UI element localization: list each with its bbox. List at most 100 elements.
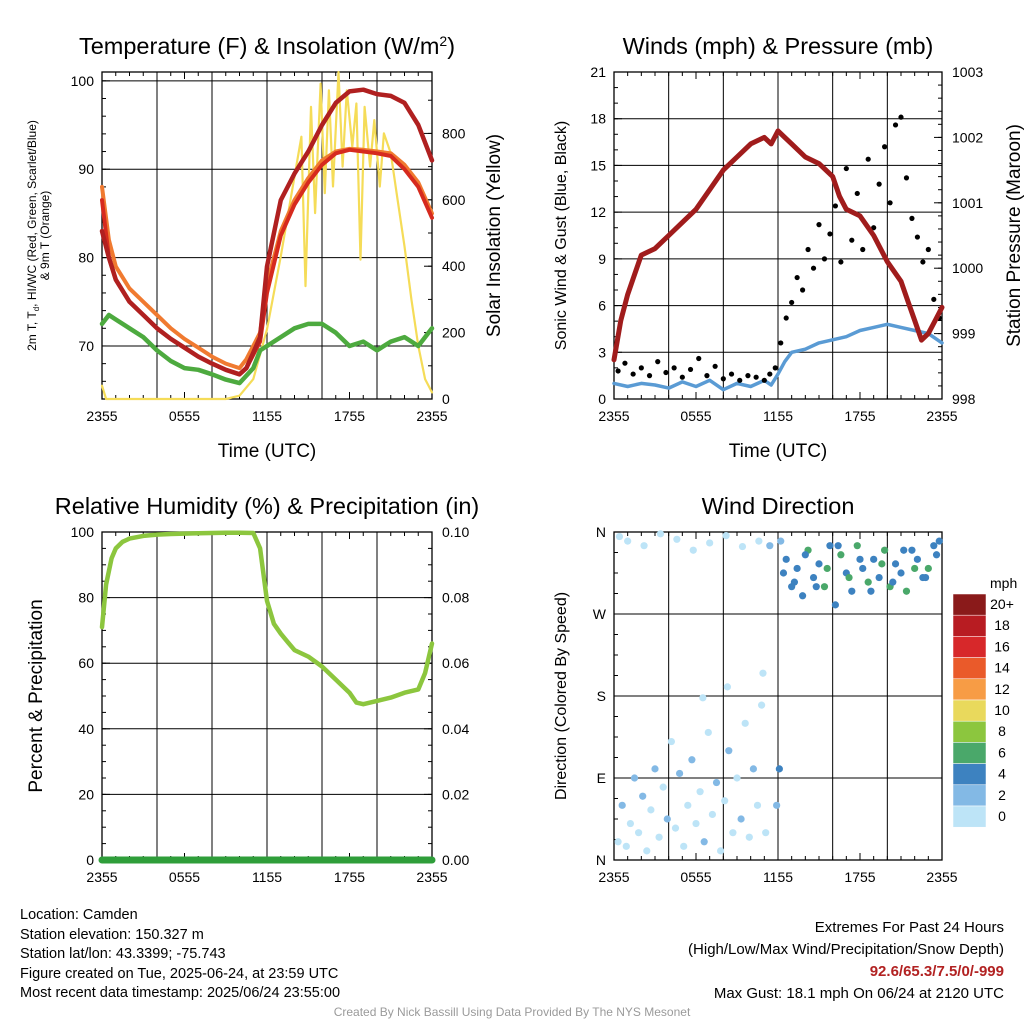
gust-point bbox=[778, 340, 784, 346]
wind-direction-point bbox=[815, 560, 823, 568]
gust-point bbox=[712, 363, 718, 369]
colorbar-swatch bbox=[952, 614, 987, 637]
y-tick-label: 15 bbox=[590, 157, 606, 173]
wind-direction-point bbox=[935, 537, 943, 545]
x-tick-label: 0555 bbox=[169, 408, 200, 424]
gust-point bbox=[871, 225, 877, 231]
y-tick-label: 9 bbox=[598, 251, 606, 267]
colorbar-swatch bbox=[952, 720, 987, 743]
wind-direction-point bbox=[859, 564, 867, 573]
colorbar-label: 6 bbox=[998, 744, 1006, 760]
colorbar-label: 20+ bbox=[990, 596, 1014, 612]
solar-insolation-line bbox=[100, 70, 434, 401]
gust-point bbox=[789, 299, 795, 306]
wind-direction-point bbox=[640, 542, 648, 550]
wind-direction-point bbox=[777, 537, 785, 545]
colorbar-title: mph bbox=[990, 575, 1017, 591]
y-tick-label: 100 bbox=[71, 524, 95, 540]
wind-direction-point bbox=[793, 564, 801, 573]
wind-direction-point bbox=[699, 694, 707, 702]
wind-direction-point bbox=[647, 806, 655, 814]
wind-direction-point bbox=[688, 756, 696, 764]
y2-tick-label: 200 bbox=[442, 325, 466, 341]
wind-direction-point bbox=[867, 587, 875, 595]
wind-direction-point bbox=[614, 838, 622, 846]
gust-point bbox=[903, 175, 910, 181]
wind-direction-point bbox=[856, 555, 864, 563]
sonic-wind-line bbox=[612, 322, 944, 392]
gust-point bbox=[816, 222, 822, 228]
y-axis-label: Sonic Wind & Gust (Blue, Black) bbox=[553, 121, 570, 350]
wind-direction-point bbox=[930, 542, 938, 550]
gust-point bbox=[679, 374, 685, 380]
wind-direction-point bbox=[706, 539, 714, 547]
y2-tick-label: 0.08 bbox=[442, 590, 469, 606]
wind-direction-point bbox=[689, 546, 697, 554]
colorbar-label: 0 bbox=[998, 808, 1006, 824]
wind-direction-point bbox=[741, 719, 749, 727]
colorbar-label: 16 bbox=[994, 638, 1010, 654]
wind-direction-point bbox=[673, 535, 681, 543]
gust-point bbox=[876, 181, 882, 187]
gust-point bbox=[849, 237, 855, 243]
colorbar-swatch bbox=[952, 742, 987, 764]
relative-humidity-line bbox=[99, 530, 435, 707]
chart-title: Relative Humidity (%) & Precipitation (i… bbox=[55, 493, 479, 519]
x-tick-label: 1155 bbox=[763, 408, 793, 424]
wind-direction-point bbox=[725, 747, 733, 755]
y-axis-label-line: 2m T, T bbox=[25, 311, 39, 351]
y-tick-label: 3 bbox=[598, 344, 606, 360]
y-tick-label: 100 bbox=[71, 73, 95, 89]
colorbar-swatch bbox=[952, 699, 987, 722]
wind-direction-point bbox=[759, 669, 767, 677]
y2-tick-label: 1003 bbox=[952, 64, 983, 80]
y2-tick-label: 999 bbox=[952, 326, 976, 342]
wind-direction-point bbox=[782, 555, 790, 563]
y2-tick-label: 1001 bbox=[952, 195, 983, 211]
wind-direction-point bbox=[656, 530, 665, 538]
wind-direction-point bbox=[755, 537, 763, 545]
gust-point bbox=[783, 315, 789, 321]
y2-tick-label: 998 bbox=[952, 391, 976, 407]
speed-colorbar: mph 20+ 18 16 14 12 10 8 6 4 2 0 bbox=[952, 575, 1017, 828]
gust-point bbox=[887, 200, 893, 206]
gust-point bbox=[931, 296, 937, 302]
wind-direction-point bbox=[624, 537, 632, 545]
wind-direction-point bbox=[684, 801, 692, 809]
wind-direction-point bbox=[639, 792, 647, 800]
y-tick-label: 80 bbox=[78, 250, 94, 266]
wind-direction-point bbox=[655, 833, 663, 841]
colorbar-swatch bbox=[952, 657, 987, 680]
y2-tick-label: 0.02 bbox=[442, 786, 469, 802]
x-tick-label: 0555 bbox=[169, 869, 200, 885]
y-tick-label: 80 bbox=[78, 590, 94, 606]
y-tick-label: E bbox=[597, 770, 606, 786]
gust-point bbox=[909, 215, 915, 221]
colorbar-swatch bbox=[952, 636, 987, 658]
gust-point bbox=[832, 203, 839, 209]
gust-point bbox=[720, 376, 726, 382]
x-tick-label: 1755 bbox=[844, 869, 875, 885]
x-tick-label: 2355 bbox=[598, 408, 629, 424]
x-tick-label: 1755 bbox=[334, 408, 365, 424]
y-tick-label: 20 bbox=[78, 786, 94, 802]
wind-direction-point bbox=[622, 842, 630, 850]
wind-direction-point bbox=[712, 778, 721, 787]
colorbar-label: 2 bbox=[998, 787, 1006, 803]
extremes-values: 92.6/65.3/7.5/0/-999 bbox=[869, 963, 1004, 980]
y2-tick-label: 1002 bbox=[952, 129, 983, 145]
wind-direction-point bbox=[708, 810, 717, 819]
gust-point bbox=[638, 365, 644, 371]
gust-point bbox=[920, 259, 926, 265]
gust-point bbox=[892, 122, 899, 128]
y2-tick-label: 600 bbox=[442, 192, 466, 208]
gust-point bbox=[898, 114, 904, 120]
colorbar-label: 14 bbox=[994, 660, 1010, 676]
chart-title: Wind Direction bbox=[702, 493, 855, 519]
wind-direction-point bbox=[823, 564, 831, 573]
x-axis-label: Time (UTC) bbox=[218, 441, 317, 462]
gust-point bbox=[671, 365, 677, 371]
gust-point bbox=[827, 231, 833, 237]
extremes-legend: (High/Low/Max Wind/Precipitation/Snow De… bbox=[688, 941, 1004, 958]
